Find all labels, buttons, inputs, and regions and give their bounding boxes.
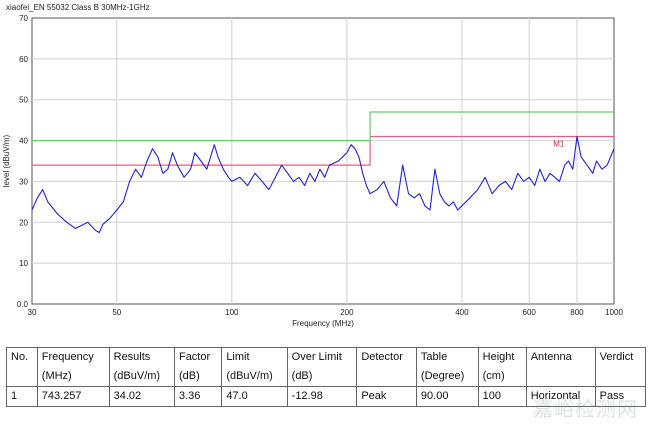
x-tick-label: 50: [112, 308, 121, 317]
table-cell: Pass: [594, 386, 647, 407]
x-tick-label: 200: [340, 308, 354, 317]
table-cell: 3.36: [173, 386, 223, 407]
emc-chart: 0.0 10 20 30 40 50 60 70 30 50 100 200 400 600 800 1000…: [2, 14, 624, 328]
table-header-cell: Verdict: [594, 347, 647, 387]
header-text: (cm): [482, 370, 505, 382]
table-cell: Horizontal: [525, 386, 596, 407]
table-header-cell: No.: [6, 347, 38, 387]
marker-label: M1: [553, 139, 565, 148]
x-tick-label: 100: [225, 308, 239, 317]
trace-line: [31, 135, 615, 234]
header-text: Over Limit: [291, 351, 342, 363]
table-cell: 100: [477, 386, 527, 407]
x-tick-label: 30: [28, 308, 37, 317]
header-text: No.: [11, 351, 29, 363]
x-tick-label: 400: [455, 308, 469, 317]
limit-line: [32, 135, 614, 166]
plot-area: [31, 17, 615, 305]
x-tick-label: 600: [523, 308, 537, 317]
trace: [31, 135, 615, 234]
header-text: Limit: [226, 351, 250, 363]
table-header-cell: Over Limit (dB): [286, 347, 358, 387]
y-tick-label: 70: [19, 14, 28, 23]
y-tick-label: 30: [19, 177, 28, 186]
table-cell: 1: [6, 386, 38, 407]
header-text: (dB): [291, 370, 313, 382]
y-tick-label: 50: [19, 96, 28, 105]
header-text: Height: [482, 351, 515, 363]
header-text: (Degree): [420, 370, 465, 382]
grid: [32, 18, 614, 304]
table-header-cell: Detector: [356, 347, 417, 387]
y-tick-label: 40: [19, 137, 28, 146]
y-tick-label: 20: [19, 218, 28, 227]
table-cell: 90.00: [415, 386, 479, 407]
table-header-cell: Results (dBuV/m): [108, 347, 175, 387]
y-tick-label: 60: [19, 55, 28, 64]
header-text: Factor: [178, 351, 211, 363]
header-text: [531, 367, 591, 386]
x-tick-label: 1000: [605, 308, 623, 317]
table-header-cell: Table (Degree): [415, 347, 479, 387]
header-text: Results: [113, 351, 151, 363]
table-cell: 34.02: [108, 386, 175, 407]
table-header-cell: Limit (dBuV/m): [221, 347, 288, 387]
header-text: Antenna: [530, 351, 572, 363]
table-cell: 743.257: [36, 386, 110, 407]
header-text: (dB): [178, 370, 200, 382]
table-header-row: No. Frequency (MHz) Results (dBuV/m) Factor (…: [6, 347, 647, 387]
y-tick-label: 10: [19, 259, 28, 268]
header-text: (dBuV/m): [113, 370, 161, 382]
table-cell: 47.0: [221, 386, 288, 407]
limit-lines: [32, 111, 614, 166]
table-header-cell: Factor (dB): [173, 347, 223, 387]
y-tick-label: 0.0: [17, 300, 29, 309]
header-text: (dBuV/m): [226, 370, 273, 382]
table-header-cell: Antenna: [525, 347, 596, 387]
watermark: 嘉峪检测网: [533, 399, 638, 421]
limit-line: [32, 111, 614, 142]
table-header-cell: Frequency (MHz): [36, 347, 110, 387]
header-text: Frequency: [41, 351, 94, 363]
axis-ticks: 0.0 10 20 30 40 50 60 70 30 50 100 200 400 600 800 1000: [17, 14, 624, 317]
table-row: 1 743.257 34.02 3.36 47.0 -12.98 Peak 90.00 100 H…: [6, 386, 647, 407]
header-text: Verdict: [599, 351, 634, 363]
x-tick-label: 800: [570, 308, 584, 317]
y-axis-label: level (dBuV/m): [2, 134, 11, 187]
table-cell: -12.98: [286, 386, 358, 407]
table-cell: Peak: [356, 386, 417, 407]
header-text: [600, 367, 641, 386]
markers: M1: [553, 139, 565, 148]
x-axis-label: Frequency (MHz): [292, 319, 354, 328]
header-text: [361, 367, 412, 386]
table-header-cell: Height (cm): [477, 347, 527, 387]
results-table: No. Frequency (MHz) Results (dBuV/m) Factor (…: [6, 347, 647, 407]
header-text: Detector: [361, 351, 403, 363]
header-text: [11, 367, 33, 386]
plot-frame: [31, 17, 615, 305]
header-text: (MHz): [41, 370, 72, 382]
chart-title: xiaofei_EN 55032 Class B 30MHz-1GHz: [6, 3, 150, 12]
header-text: Table: [420, 351, 448, 363]
